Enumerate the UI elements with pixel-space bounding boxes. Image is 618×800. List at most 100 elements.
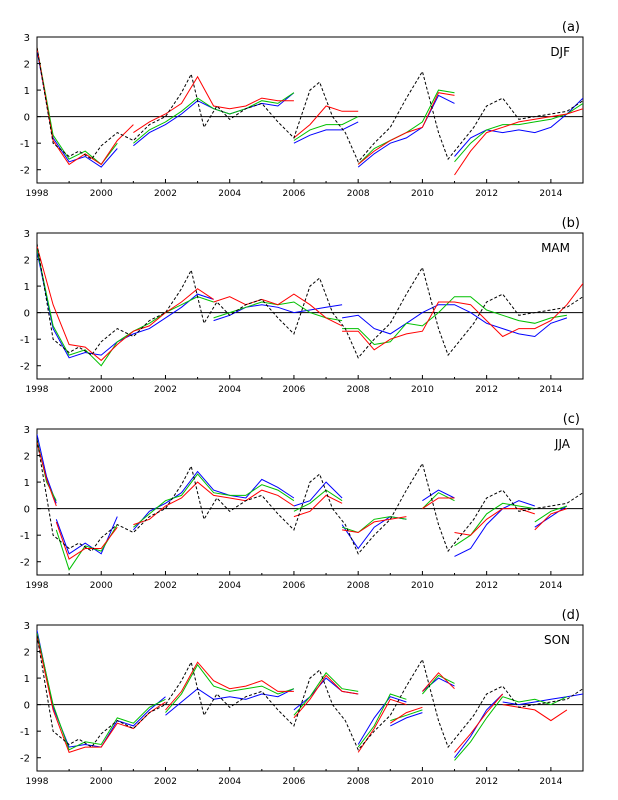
panel-djf: -2 -1 0 1 2 3 1998 2000 2002 2004 2006 2008 2010 2012… [20, 20, 584, 199]
season-label: DJF [550, 45, 570, 59]
series-line [165, 688, 295, 716]
y-tick-label: 2 [24, 256, 30, 267]
series-line [502, 704, 568, 722]
series-line [165, 661, 294, 711]
y-tick-label: 2 [24, 60, 30, 71]
panel-mam: -2 -1 0 1 2 3 1998 2000 2002 2004 2006 2008 2010 2012… [20, 216, 584, 395]
y-tick-label: 2 [24, 452, 30, 463]
x-tick-label: 2002 [154, 581, 177, 591]
series-line [293, 674, 359, 719]
reference-line [37, 47, 583, 163]
y-tick-label: 3 [24, 229, 30, 240]
x-tick-label: 2008 [347, 581, 370, 591]
x-tick-label: 2014 [539, 581, 562, 591]
x-tick-label: 2012 [475, 777, 498, 787]
series-line [37, 47, 134, 166]
series-line [293, 489, 343, 512]
y-tick-label: 0 [24, 505, 30, 516]
x-tick-label: 2010 [411, 581, 434, 591]
y-tick-label: 0 [24, 113, 30, 124]
y-tick-label: -1 [20, 531, 30, 542]
series-line [133, 473, 295, 528]
x-tick-label: 2010 [411, 189, 434, 199]
series-line [357, 693, 407, 748]
series-line [534, 505, 568, 523]
x-tick-label: 1998 [26, 385, 49, 395]
x-tick-label: 2010 [411, 385, 434, 395]
series-line [357, 89, 455, 165]
x-tick-label: 2000 [90, 777, 113, 787]
series-line [37, 246, 214, 362]
y-tick-label: 1 [24, 86, 30, 97]
series-line [133, 75, 294, 134]
plot-frame [36, 36, 584, 184]
series-line [37, 47, 118, 166]
series-line [133, 470, 295, 531]
series-line [293, 105, 359, 139]
series-line [293, 494, 343, 518]
x-tick-label: 2004 [218, 777, 241, 787]
x-tick-label: 2002 [154, 777, 177, 787]
series-line [293, 116, 359, 141]
series-line [357, 94, 455, 168]
series-line [357, 696, 407, 745]
x-tick-label: 2000 [90, 385, 113, 395]
series-line [454, 693, 504, 759]
series-line [37, 50, 118, 168]
series-line [37, 251, 214, 359]
x-tick-label: 2004 [218, 189, 241, 199]
x-tick-label: 2000 [90, 189, 113, 199]
series-line [390, 709, 423, 722]
y-tick-label: 1 [24, 478, 30, 489]
y-tick-label: 2 [24, 648, 30, 659]
panel-label: (a) [562, 20, 580, 35]
reference-line [37, 243, 583, 359]
plot-area [37, 47, 583, 176]
x-tick-label: 2006 [282, 385, 305, 395]
series-line [454, 108, 583, 176]
series-line [422, 489, 455, 502]
series-line [37, 442, 57, 507]
x-tick-label: 2006 [282, 189, 305, 199]
reference-line [37, 439, 583, 555]
panel-label: (c) [563, 412, 580, 427]
x-tick-label: 1998 [26, 189, 49, 199]
series-line [341, 516, 407, 534]
series-line [454, 696, 504, 761]
reference-line [37, 635, 583, 751]
plot-frame [36, 428, 584, 576]
series-line [213, 293, 343, 327]
series-line [342, 304, 568, 338]
series-line [133, 92, 295, 147]
panel-label: (b) [562, 216, 580, 231]
series-line [390, 706, 423, 724]
y-tick-label: 1 [24, 282, 30, 293]
x-tick-label: 2004 [218, 385, 241, 395]
x-tick-label: 2014 [539, 777, 562, 787]
series-line [37, 248, 214, 367]
y-tick-label: -1 [20, 727, 30, 738]
series-line [422, 497, 455, 510]
y-tick-label: 3 [24, 425, 30, 436]
x-tick-label: 2002 [154, 385, 177, 395]
y-tick-label: -1 [20, 335, 30, 346]
plot-frame [36, 624, 584, 772]
series-line [534, 508, 568, 531]
series-line [293, 121, 359, 144]
x-tick-label: 2004 [218, 581, 241, 591]
series-line [37, 635, 166, 754]
series-line [133, 92, 295, 144]
season-label: SON [544, 633, 570, 647]
series-line [422, 672, 455, 692]
x-tick-label: 2008 [347, 385, 370, 395]
x-tick-label: 2008 [347, 777, 370, 787]
series-line [422, 674, 455, 695]
plot-frame [36, 232, 584, 380]
y-tick-label: -2 [20, 362, 30, 373]
series-line [55, 524, 118, 571]
series-line [534, 505, 568, 528]
series-line [454, 508, 535, 536]
y-tick-label: 3 [24, 621, 30, 632]
series-line [37, 630, 166, 748]
panel-son: -2 -1 0 1 2 3 1998 2000 2002 2004 2006 2008 2010 2012… [20, 608, 584, 787]
